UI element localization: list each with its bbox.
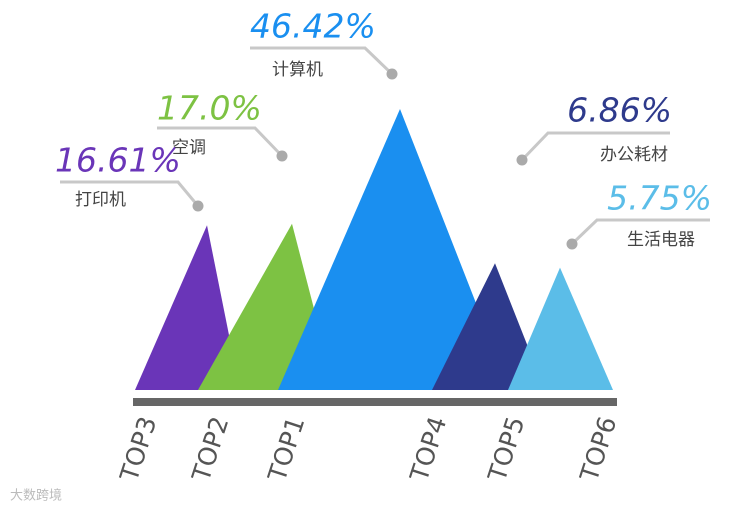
triangle [508,267,613,390]
value-label: 17.0% [157,89,262,128]
leader-line [250,46,394,76]
rank-label: TOP4 [404,413,452,486]
value-label: 46.42% [250,7,376,46]
baseline-bar [133,398,617,406]
leader-dot [192,200,204,212]
leader-dot [566,238,578,250]
rank-label: TOP5 [482,413,530,486]
leader-dot [386,68,398,80]
category-label: 空调 [172,138,206,158]
leader-dot [276,150,288,162]
category-label: 生活电器 [627,230,695,250]
leader-line [570,218,710,246]
watermark: 大数跨境 [10,489,62,504]
triangle [278,108,510,390]
rank-label: TOP6 [574,413,622,486]
value-label: 6.86% [567,91,672,130]
category-label: 计算机 [272,60,323,80]
rank-label: TOP2 [186,413,234,486]
triangle [135,225,240,390]
rank-label: TOP3 [114,413,162,486]
leader-line [157,126,284,158]
leader-line [520,131,670,162]
rank-label: TOP1 [262,413,310,486]
triangle [432,263,545,390]
category-label: 打印机 [75,190,126,210]
value-label: 16.61% [55,141,181,180]
value-label: 5.75% [607,179,712,218]
category-label: 办公耗材 [600,145,668,165]
leader-dot [516,154,528,166]
leader-line [60,180,200,207]
